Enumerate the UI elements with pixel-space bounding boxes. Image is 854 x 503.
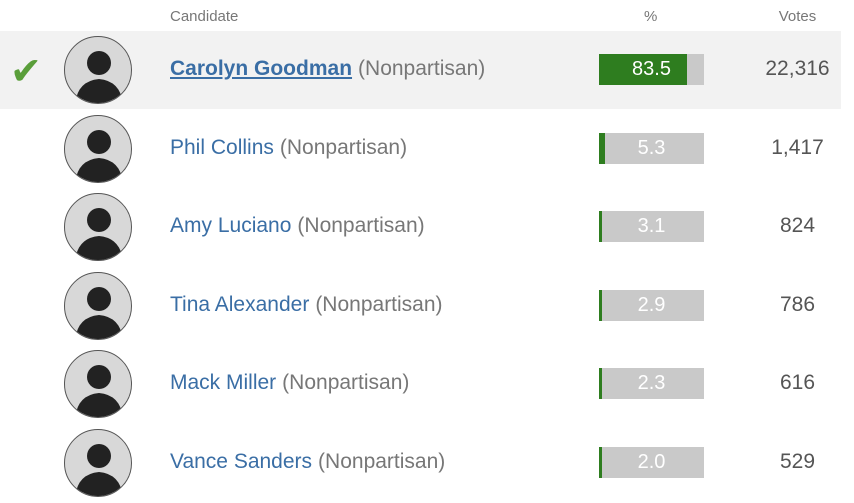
percent-label: 2.0: [637, 450, 666, 473]
candidate-row: ✔ Carolyn Goodman (Nonpartisan) 83.5 22,316: [0, 31, 841, 109]
photo-placeholder: [75, 443, 123, 496]
votes: 616: [779, 371, 816, 394]
percent-bar: [599, 446, 602, 478]
candidate-photo: [64, 114, 132, 183]
percent-bar: [599, 368, 602, 399]
party: (Nonpartisan): [318, 449, 446, 473]
percent-label: 2.3: [637, 372, 666, 394]
candidate-photo: [64, 428, 132, 497]
percent-bar: [599, 132, 605, 164]
percent-label: 5.3: [637, 136, 666, 159]
party: (Nonpartisan): [315, 292, 443, 316]
percent-bar-track: 2.3: [599, 368, 704, 399]
photo-placeholder: [75, 208, 123, 260]
photo-placeholder: [75, 286, 123, 339]
votes: 22,316: [765, 57, 830, 80]
candidate-name-cell: Phil Collins (Nonpartisan): [170, 136, 407, 160]
percent-bar: [599, 289, 603, 321]
percent-bar: [599, 54, 687, 85]
candidate-name-cell: Amy Luciano (Nonpartisan): [170, 214, 425, 238]
party: (Nonpartisan): [279, 135, 408, 159]
percent-bar-track: 83.5: [599, 54, 704, 85]
candidate-name-cell: Tina Alexander (Nonpartisan): [170, 293, 443, 317]
candidate-name-cell: Mack Miller (Nonpartisan): [170, 371, 409, 395]
candidate-name[interactable]: Carolyn Goodman: [170, 57, 353, 80]
candidate-name[interactable]: Vance Sanders: [170, 449, 313, 473]
candidate-name[interactable]: Phil Collins: [170, 135, 274, 159]
photo-placeholder: [75, 365, 123, 417]
party: (Nonpartisan): [297, 214, 425, 237]
party: (Nonpartisan): [358, 57, 486, 80]
percent-bar: [599, 211, 603, 242]
candidate-row: Phil Collins (Nonpartisan) 5.3 1,417: [0, 110, 841, 188]
candidate-row: Amy Luciano (Nonpartisan) 3.1 824: [0, 188, 841, 266]
header-percent: %: [644, 8, 658, 25]
percent-bar-track: 5.3: [599, 132, 704, 164]
header-votes: Votes: [778, 8, 817, 25]
candidate-name[interactable]: Amy Luciano: [170, 214, 292, 237]
percent-label: 3.1: [637, 215, 666, 237]
candidate-row: Mack Miller (Nonpartisan) 2.3 616: [0, 345, 841, 423]
votes: 529: [779, 449, 816, 473]
candidate-name[interactable]: Tina Alexander: [170, 292, 310, 316]
votes: 1,417: [771, 135, 824, 159]
candidate-name-cell: Carolyn Goodman (Nonpartisan): [170, 57, 485, 81]
candidate-photo: [64, 350, 132, 418]
candidate-name-cell: Vance Sanders (Nonpartisan): [170, 450, 445, 474]
votes: 786: [779, 292, 816, 316]
candidate-row: Vance Sanders (Nonpartisan) 2.0 529: [0, 424, 841, 502]
percent-bar-track: 2.9: [599, 289, 704, 321]
percent-bar-track: 3.1: [599, 211, 704, 242]
candidate-photo: [64, 36, 132, 104]
percent-bar-track: 2.0: [599, 446, 704, 478]
votes: 824: [779, 214, 816, 237]
header-candidate: Candidate: [170, 8, 239, 25]
candidate-name[interactable]: Mack Miller: [170, 371, 277, 394]
candidate-row: Tina Alexander (Nonpartisan) 2.9 786: [0, 267, 841, 345]
candidate-photo: [64, 193, 132, 261]
party: (Nonpartisan): [282, 371, 410, 394]
photo-placeholder: [75, 129, 123, 182]
percent-label: 2.9: [637, 293, 666, 316]
percent-label: 83.5: [632, 58, 671, 80]
winner-check: ✔: [10, 51, 42, 93]
candidate-photo: [64, 271, 132, 340]
photo-placeholder: [75, 51, 123, 103]
